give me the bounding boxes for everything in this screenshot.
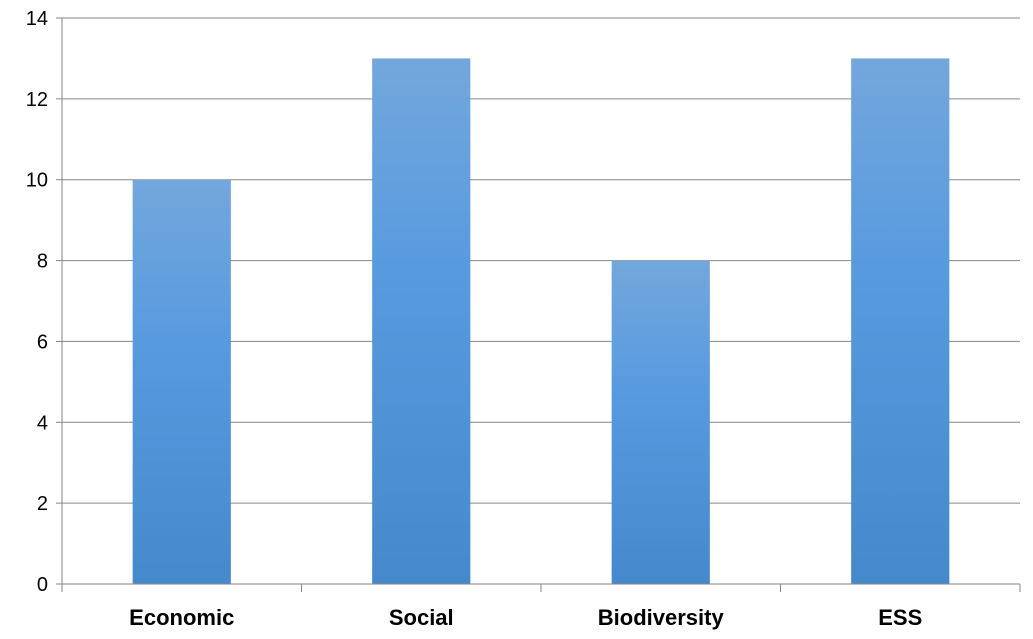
x-category-label: Biodiversity — [598, 605, 725, 630]
y-tick-label: 4 — [37, 412, 48, 434]
bar-economic — [132, 179, 231, 584]
y-tick-label: 0 — [37, 574, 48, 596]
y-tick-label: 6 — [37, 331, 48, 353]
axes — [56, 17, 1021, 592]
labels: 0 2 4 6 8 10 12 14 Economic Social Biodiversity ESS — [26, 8, 923, 630]
bar-biodiversity — [611, 260, 710, 584]
bar-social — [372, 58, 471, 584]
x-category-label: Social — [389, 605, 454, 630]
y-tick-label: 12 — [26, 89, 48, 111]
y-tick-label: 8 — [37, 251, 48, 273]
y-tick-label: 2 — [37, 493, 48, 515]
y-tick-label: 10 — [26, 170, 48, 192]
bars — [132, 58, 950, 584]
x-category-label: ESS — [878, 605, 922, 630]
x-category-label: Economic — [129, 605, 234, 630]
y-tick-label: 14 — [26, 8, 48, 30]
bar-ess — [851, 58, 950, 584]
